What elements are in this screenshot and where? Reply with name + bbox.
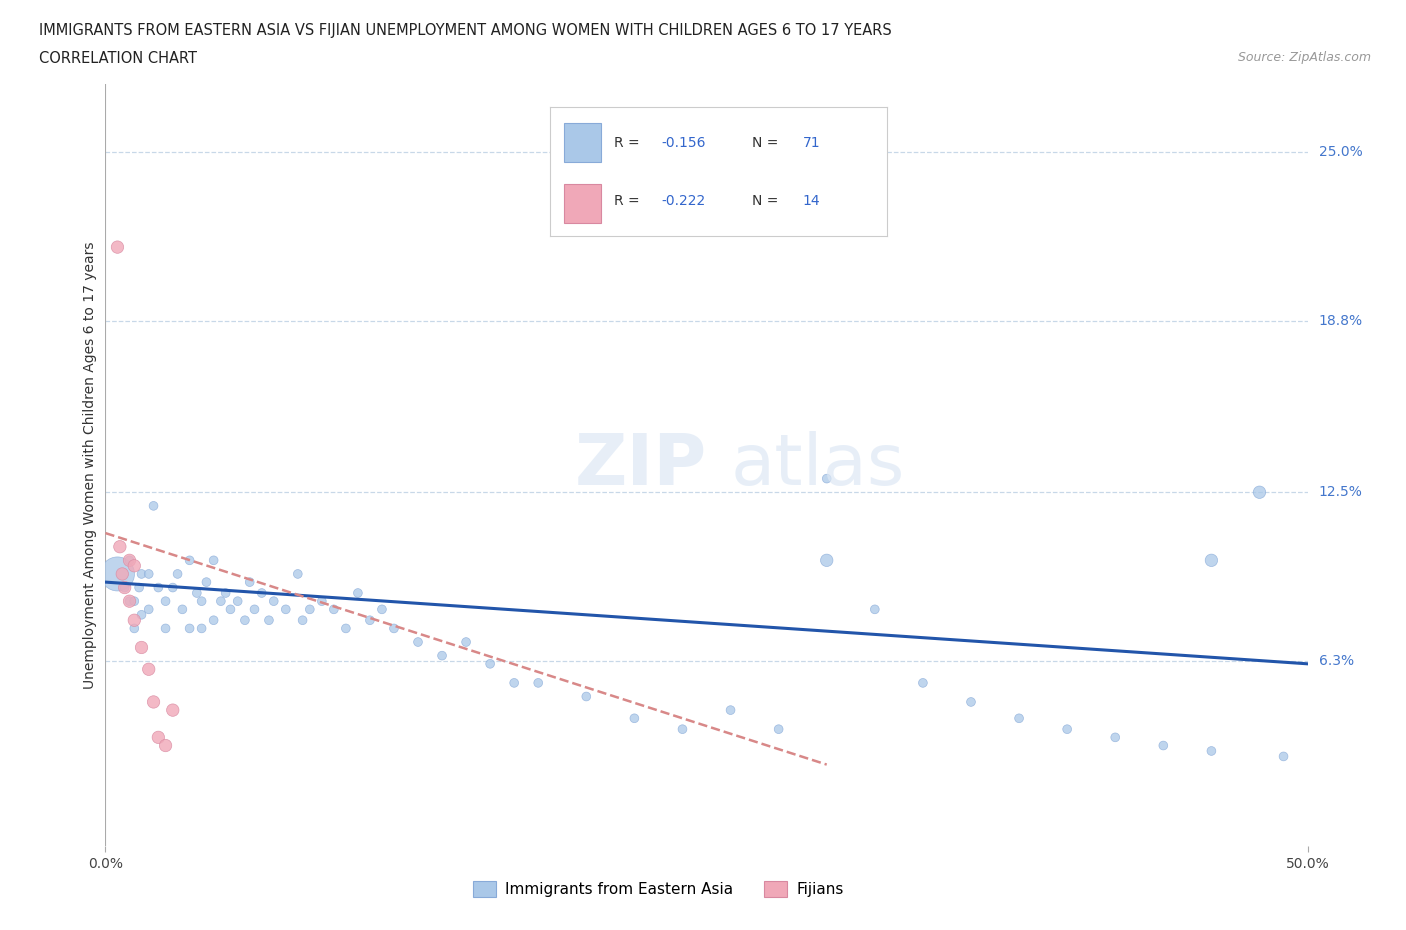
Point	[118, 593, 141, 608]
Point	[195, 575, 218, 590]
Point	[138, 566, 160, 581]
Point	[107, 240, 129, 255]
Point	[960, 695, 983, 710]
Point	[131, 566, 153, 581]
Point	[166, 566, 188, 581]
Point	[347, 586, 370, 601]
Point	[527, 675, 550, 690]
Point	[239, 575, 262, 590]
Point	[155, 738, 177, 753]
Point	[118, 553, 141, 568]
Point	[162, 703, 184, 718]
Point	[155, 593, 177, 608]
Point	[322, 602, 344, 617]
Point	[720, 703, 742, 718]
Point	[1272, 749, 1295, 764]
Point	[131, 607, 153, 622]
Point	[257, 613, 280, 628]
Point	[1056, 722, 1078, 737]
Point	[124, 558, 146, 573]
Point	[111, 566, 134, 581]
Point	[118, 593, 141, 608]
Text: Source: ZipAtlas.com: Source: ZipAtlas.com	[1237, 51, 1371, 64]
Point	[815, 553, 838, 568]
Point	[162, 580, 184, 595]
Point	[815, 472, 838, 486]
Point	[291, 613, 314, 628]
Point	[226, 593, 249, 608]
Point	[274, 602, 297, 617]
Point	[148, 730, 170, 745]
Point	[911, 675, 934, 690]
Point	[287, 566, 309, 581]
Point	[179, 621, 201, 636]
Point	[108, 539, 131, 554]
Text: 12.5%: 12.5%	[1319, 485, 1362, 499]
Point	[863, 602, 886, 617]
Point	[371, 602, 394, 617]
Point	[142, 498, 165, 513]
Text: ZIP: ZIP	[574, 431, 707, 499]
Point	[575, 689, 598, 704]
Point	[131, 640, 153, 655]
Point	[202, 553, 225, 568]
Point	[142, 695, 165, 710]
Point	[190, 621, 212, 636]
Point	[768, 722, 790, 737]
Point	[263, 593, 285, 608]
Point	[1201, 553, 1223, 568]
Text: 6.3%: 6.3%	[1319, 654, 1354, 668]
Point	[250, 586, 273, 601]
Point	[454, 634, 477, 649]
Point	[124, 621, 146, 636]
Point	[209, 593, 232, 608]
Point	[623, 711, 645, 725]
Point	[172, 602, 194, 617]
Point	[114, 580, 136, 595]
Point	[503, 675, 526, 690]
Text: atlas: atlas	[731, 431, 905, 499]
Point	[202, 613, 225, 628]
Point	[671, 722, 693, 737]
Point	[128, 580, 150, 595]
Text: 25.0%: 25.0%	[1319, 145, 1362, 159]
Point	[233, 613, 256, 628]
Point	[219, 602, 242, 617]
Point	[430, 648, 453, 663]
Point	[214, 586, 236, 601]
Point	[118, 553, 141, 568]
Y-axis label: Unemployment Among Women with Children Ages 6 to 17 years: Unemployment Among Women with Children A…	[83, 241, 97, 689]
Point	[311, 593, 333, 608]
Point	[1201, 744, 1223, 759]
Text: 18.8%: 18.8%	[1319, 313, 1362, 327]
Point	[155, 621, 177, 636]
Point	[1152, 738, 1174, 753]
Point	[1008, 711, 1031, 725]
Point	[243, 602, 266, 617]
Point	[138, 662, 160, 677]
Point	[179, 553, 201, 568]
Point	[359, 613, 381, 628]
Point	[138, 602, 160, 617]
Point	[190, 593, 212, 608]
Point	[114, 580, 136, 595]
Point	[124, 613, 146, 628]
Point	[406, 634, 429, 649]
Point	[298, 602, 321, 617]
Point	[1104, 730, 1126, 745]
Point	[382, 621, 405, 636]
Point	[107, 566, 129, 581]
Text: IMMIGRANTS FROM EASTERN ASIA VS FIJIAN UNEMPLOYMENT AMONG WOMEN WITH CHILDREN AG: IMMIGRANTS FROM EASTERN ASIA VS FIJIAN U…	[39, 23, 893, 38]
Point	[186, 586, 208, 601]
Point	[335, 621, 357, 636]
Legend: Immigrants from Eastern Asia, Fijians: Immigrants from Eastern Asia, Fijians	[467, 875, 849, 903]
Point	[148, 580, 170, 595]
Point	[479, 657, 502, 671]
Point	[124, 593, 146, 608]
Point	[1249, 485, 1271, 499]
Text: CORRELATION CHART: CORRELATION CHART	[39, 51, 197, 66]
